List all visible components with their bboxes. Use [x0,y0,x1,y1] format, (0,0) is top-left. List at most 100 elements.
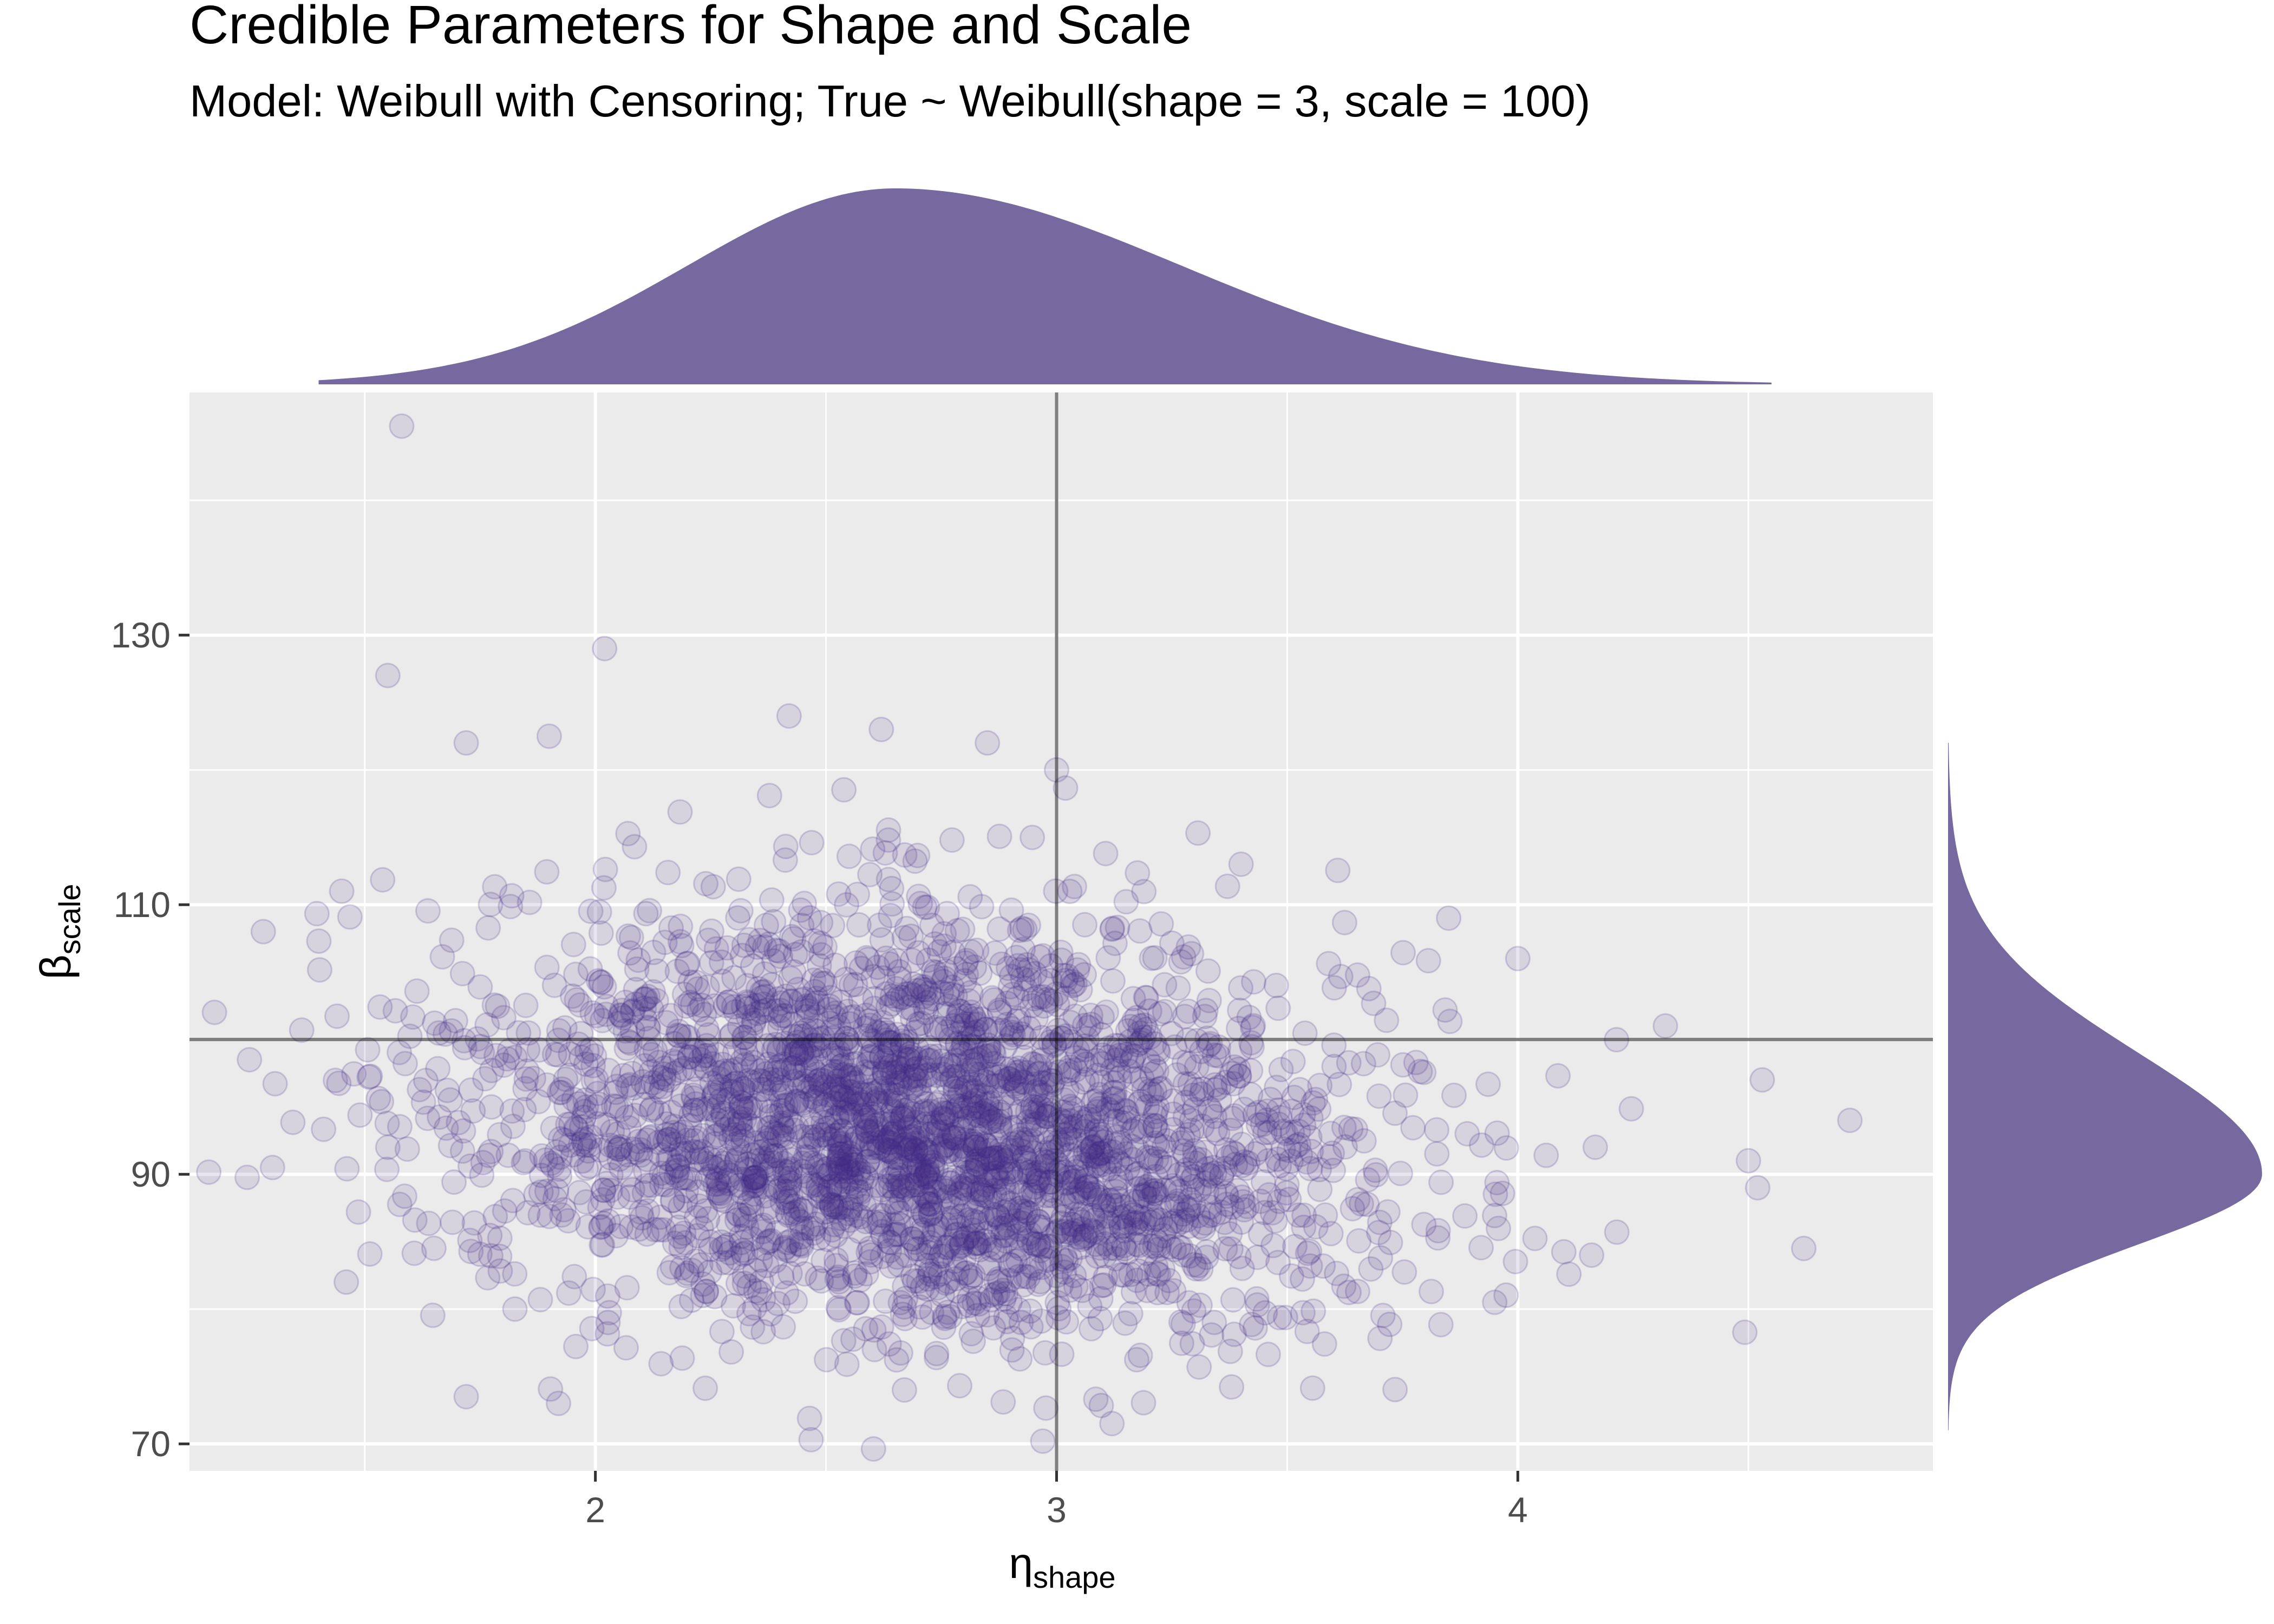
scatter-point [842,972,868,998]
scatter-point [1321,975,1347,1001]
scatter-point [502,1296,528,1322]
scatter-point [646,1100,672,1126]
scatter-point [526,1037,552,1063]
scatter-point [682,1128,707,1154]
scatter-point [311,1116,337,1142]
scatter-point [914,1153,940,1179]
scatter-point [803,1127,829,1152]
scatter-point [952,1148,978,1174]
scatter-point [981,1108,1007,1134]
scatter-point [717,1162,743,1188]
scatter-point [912,994,938,1020]
scatter-point [1120,1147,1146,1173]
scatter-point [702,1155,728,1181]
scatter-point [662,1230,688,1256]
scatter-point [885,1162,911,1188]
scatter-point [751,1077,777,1102]
scatter-point [943,1222,969,1248]
scatter-point [1122,1116,1147,1142]
scatter-point [1143,1228,1169,1253]
scatter-point [966,1094,992,1119]
scatter-point [877,1042,903,1068]
scatter-point [1158,1020,1184,1046]
scatter-point [1133,1016,1159,1042]
scatter-point [985,1203,1011,1229]
scatter-point [966,1136,992,1162]
scatter-point [907,1294,933,1320]
scatter-point [563,1333,589,1359]
scatter-point [913,1141,939,1167]
scatter-point [890,985,916,1011]
scatter-point [926,939,952,965]
scatter-point [708,1088,734,1114]
scatter-point [964,1199,990,1225]
scatter-point [1134,1144,1160,1170]
scatter-point [736,1190,762,1216]
scatter-point [1192,1004,1218,1030]
scatter-point [981,987,1007,1013]
scatter-point [553,1066,579,1092]
scatter-point [539,1152,565,1178]
scatter-point [977,1185,1003,1211]
scatter-point [692,1376,718,1401]
scatter-point [952,1226,978,1252]
scatter-point [1028,1079,1054,1105]
scatter-point [1080,1135,1106,1160]
scatter-point [661,1114,687,1140]
scatter-point [585,968,611,994]
y-axis-label-group: βscale [31,884,87,980]
scatter-point [1016,912,1042,938]
scatter-point [1092,1243,1118,1269]
scatter-point [1388,1161,1413,1187]
scatter-point [873,1288,898,1314]
scatter-point [1732,1319,1758,1345]
scatter-point [809,971,835,997]
scatter-point [837,1143,862,1169]
scatter-point [1086,1153,1112,1178]
scatter-point [1124,1347,1149,1373]
scatter-points [196,413,1863,1462]
scatter-point [733,1176,758,1202]
scatter-point [1088,1286,1114,1312]
scatter-point [1048,1156,1074,1182]
scatter-point [1100,1139,1126,1165]
scatter-point [975,1256,1001,1282]
scatter-point [904,1169,930,1195]
scatter-point [729,1076,755,1102]
scatter-point [944,1236,970,1262]
scatter-point [759,972,785,998]
scatter-point [924,1340,950,1366]
scatter-point [668,1194,694,1220]
scatter-point [573,1189,599,1215]
scatter-point [1018,1253,1044,1279]
scatter-point [747,1068,773,1093]
scatter-point [615,1073,641,1099]
scatter-point [1019,1051,1045,1077]
scatter-point [877,951,903,977]
scatter-point [833,1085,859,1111]
scatter-point [896,1186,922,1212]
scatter-point [638,1042,664,1068]
scatter-point [839,1152,865,1178]
scatter-point [382,998,408,1024]
scatter-point [892,1131,918,1157]
scatter-point [667,799,693,825]
scatter-point [648,1079,674,1105]
scatter-point [1168,1330,1194,1356]
y-axis-label-sub: scale [53,884,87,955]
scatter-point [710,1102,736,1128]
scatter-point [567,992,593,1018]
scatter-point [670,1082,696,1108]
scatter-point [1060,1169,1086,1195]
scatter-point [588,1214,613,1240]
scatter-point [1351,1128,1377,1154]
scatter-point [1127,1219,1153,1245]
scatter-point [1076,1104,1102,1129]
scatter-point [826,1269,852,1295]
scatter-point [719,1111,745,1137]
scatter-point [1201,1309,1227,1335]
scatter-point [1266,1153,1292,1179]
scatter-point [762,1248,788,1274]
scatter-point [1213,1180,1239,1206]
scatter-point [1005,1055,1031,1081]
